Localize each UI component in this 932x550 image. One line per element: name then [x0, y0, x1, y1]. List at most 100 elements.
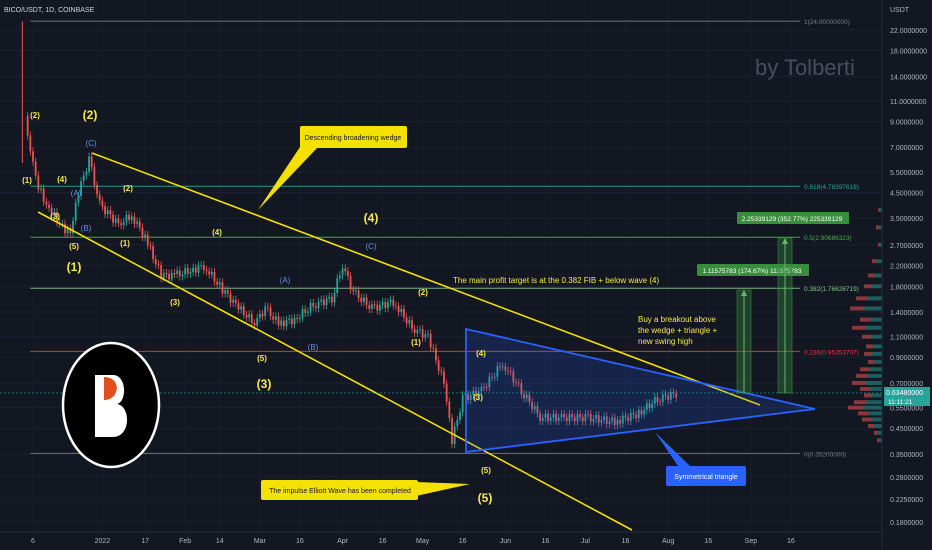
- correction-label: (A): [71, 189, 82, 198]
- candle-body: [178, 270, 181, 277]
- correction-label: (B): [308, 343, 319, 352]
- target-label-box: [737, 212, 849, 224]
- symmetrical-triangle: [465, 327, 816, 454]
- callout-pointer: [416, 482, 470, 496]
- candle-body: [368, 304, 371, 309]
- candle-body: [659, 401, 662, 403]
- candle-body: [197, 265, 200, 273]
- breakout-annotation: new swing high: [638, 337, 693, 346]
- candle-body: [443, 371, 445, 384]
- candle-body: [114, 218, 117, 223]
- time-tick-label: 14: [216, 538, 224, 545]
- wave-label: (2): [418, 288, 428, 297]
- candle-body: [592, 419, 595, 422]
- candle-body: [432, 347, 435, 349]
- candle-body: [573, 417, 576, 422]
- countdown-text: 11:11:21: [888, 399, 913, 406]
- wave-label: (2): [123, 184, 133, 193]
- candle-body: [491, 376, 493, 378]
- candle-body: [96, 185, 98, 195]
- fib-level-label: 0.236(0.95353707): [804, 349, 859, 356]
- candle-body: [419, 329, 421, 331]
- candle-body: [379, 304, 381, 311]
- price-tick-label: 14.0000000: [890, 74, 927, 81]
- candle-body: [667, 395, 670, 400]
- volume-profile-bar: [865, 325, 882, 330]
- volume-profile-bar: [864, 351, 873, 356]
- candle-body: [517, 382, 520, 384]
- candle-body: [563, 414, 565, 417]
- current-price-badge: [884, 386, 930, 397]
- candle-body: [651, 403, 654, 409]
- price-tick-label: 1.4000000: [890, 310, 923, 317]
- candle-body: [613, 417, 616, 425]
- candle-body: [173, 272, 176, 274]
- volume-profile-bar: [874, 423, 882, 428]
- candle-body: [141, 227, 144, 238]
- price-tick-label: 0.3500000: [890, 452, 923, 459]
- candle-body: [104, 206, 106, 215]
- candle-body: [149, 245, 152, 247]
- candle-body: [541, 417, 544, 421]
- candle-body: [130, 216, 133, 220]
- candle-body: [557, 417, 560, 421]
- candle-body: [565, 416, 568, 422]
- time-tick-label: Jul: [581, 538, 590, 545]
- price-tick-label: 7.0000000: [890, 145, 923, 152]
- wave-label: (5): [257, 354, 267, 363]
- candle-body: [240, 306, 243, 310]
- candle-body: [181, 274, 184, 277]
- candle-body: [296, 317, 299, 320]
- candle-body: [288, 318, 291, 320]
- candle-body: [237, 303, 240, 310]
- candle-body: [154, 259, 157, 265]
- candle-body: [50, 207, 53, 216]
- candle-body: [331, 296, 333, 303]
- candle-body: [274, 316, 277, 320]
- price-tick-label: 0.5500000: [890, 406, 923, 413]
- candle-body: [403, 308, 405, 318]
- candle-body: [34, 161, 37, 176]
- candle-body: [280, 320, 283, 326]
- candle-body: [208, 271, 211, 275]
- candle-body: [355, 290, 357, 292]
- candle-body: [509, 370, 512, 372]
- volume-profile-bar: [874, 430, 878, 435]
- time-tick-label: 16: [542, 538, 550, 545]
- time-tick-label: 16: [379, 538, 387, 545]
- candle-body: [160, 265, 163, 279]
- candle-body: [66, 228, 69, 234]
- candle-body: [53, 211, 56, 216]
- volume-profile-bar: [862, 417, 871, 422]
- candle-body: [90, 156, 93, 167]
- price-tick-label: 11.0000000: [890, 99, 927, 106]
- fib-level-label: 0(0.35200000): [804, 451, 846, 458]
- candle-body: [661, 394, 664, 402]
- candle-body: [144, 234, 146, 238]
- volume-profile-bar: [869, 367, 882, 372]
- candle-body: [643, 409, 646, 415]
- volume-profile-bar: [868, 273, 875, 278]
- candle-body: [333, 292, 336, 303]
- triangle-callout-text: Symmetrical triangle: [674, 474, 738, 481]
- wave-label: (1): [411, 338, 421, 347]
- candle-body: [363, 297, 365, 302]
- volume-profile-bar: [858, 411, 869, 416]
- volume-profile-bar: [868, 411, 882, 416]
- price-tick-label: 9.0000000: [890, 120, 923, 127]
- volume-profile-bar: [869, 317, 882, 322]
- candle-body: [536, 406, 539, 414]
- candle-body: [232, 299, 235, 303]
- candle-body: [627, 417, 630, 421]
- watermark: by Tolberti: [755, 55, 855, 80]
- candle-body: [629, 412, 632, 421]
- volume-profile-bar: [860, 386, 870, 391]
- candle-body: [475, 390, 477, 397]
- volume-profile-bar: [873, 344, 882, 349]
- wedge-callout-text: Descending broadening wedge: [305, 135, 402, 142]
- breakout-annotation: Buy a breakout above: [638, 315, 716, 324]
- candle-body: [48, 204, 50, 208]
- candle-body: [435, 348, 437, 361]
- price-tick-label: 0.7000000: [890, 381, 923, 388]
